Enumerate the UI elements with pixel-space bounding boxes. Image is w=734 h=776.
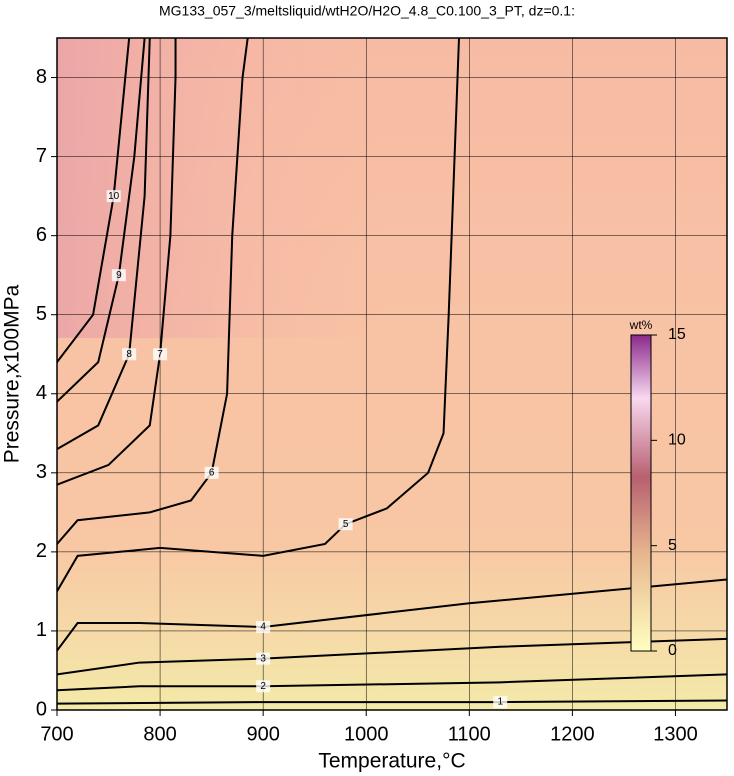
colorbar-tick-label: 10: [668, 432, 686, 449]
contour-label: 3: [260, 653, 266, 664]
contour-label: 6: [209, 467, 215, 478]
y-tick-label: 5: [36, 303, 47, 325]
contour-label: 5: [343, 519, 349, 530]
chart-title: MG133_057_3/meltsliquid/wtH2O/H2O_4.8_C0…: [159, 3, 575, 19]
contour-line: [57, 38, 131, 363]
x-axis-label: Temperature,°C: [318, 750, 465, 773]
y-axis-label: Pressure,x100MPa: [1, 284, 24, 463]
contour-label: 10: [108, 191, 120, 202]
x-tick-label: 800: [143, 723, 176, 745]
contour-line: [57, 699, 727, 705]
x-tick-label: 900: [246, 723, 279, 745]
y-tick-label: 4: [36, 382, 47, 404]
colorbar-tick-label: 15: [668, 326, 686, 343]
contour-label: 2: [260, 681, 266, 692]
plot-shade: [57, 38, 727, 338]
colorbar-label: wt%: [629, 318, 653, 332]
contour-label-box: [256, 652, 271, 665]
colorbar-tick-label: 0: [668, 642, 677, 659]
contour-label-box: [204, 466, 219, 479]
contour-label-box: [111, 269, 126, 282]
y-tick-label: 2: [36, 540, 47, 562]
x-tick-label: 1300: [653, 723, 698, 745]
x-tick-label: 1200: [550, 723, 595, 745]
x-tick-label: 1000: [344, 723, 389, 745]
x-tick-label: 1100: [448, 723, 491, 745]
colorbar: [630, 334, 652, 652]
y-tick-label: 6: [36, 224, 47, 246]
contour-label: 7: [157, 349, 163, 360]
contour-label: 9: [116, 270, 122, 281]
y-tick-label: 7: [36, 145, 47, 167]
contour-line: [57, 578, 727, 652]
colorbar-tick-label: 5: [668, 537, 677, 554]
contour-label-box: [106, 190, 121, 203]
contour-label: 1: [497, 697, 503, 708]
x-tick-label: 700: [40, 723, 73, 745]
y-tick-label: 3: [36, 461, 47, 483]
y-tick-label: 1: [36, 619, 47, 641]
contour-label-box: [256, 620, 271, 633]
contour-label-box: [153, 348, 168, 361]
contour-label-box: [338, 518, 353, 531]
y-tick-label: 8: [36, 66, 47, 88]
contour-label: 4: [260, 622, 266, 633]
y-tick-label: 0: [36, 698, 47, 720]
contour-label-box: [122, 348, 137, 361]
plot-frame: [56, 37, 728, 711]
contour-label: 8: [126, 349, 132, 360]
contour-label-box: [493, 696, 508, 709]
contour-label-box: [256, 680, 271, 693]
